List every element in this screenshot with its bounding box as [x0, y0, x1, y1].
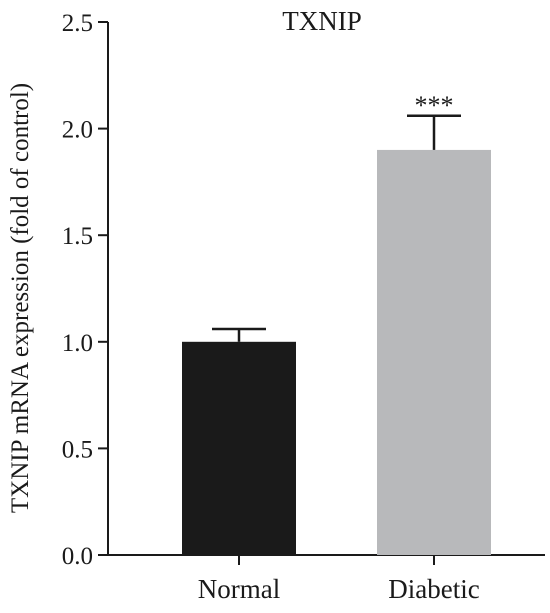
y-tick-label: 2.0 [62, 117, 93, 144]
y-tick-label: 1.0 [62, 330, 93, 357]
y-tick-label: 0.5 [62, 436, 93, 463]
x-tick-label: Normal [198, 574, 280, 604]
bar-diabetic [377, 149, 491, 556]
chart-title: TXNIP [282, 6, 362, 36]
x-axis: Normal Diabetic [108, 554, 545, 604]
bar-normal [182, 341, 296, 555]
x-tick-label: Diabetic [388, 574, 479, 604]
y-axis: 0.0 0.5 1.0 1.5 2.0 2.5 [62, 10, 109, 570]
y-axis-label: TXNIP mRNA expression (fold of control) [7, 83, 34, 513]
significance-mark: *** [415, 91, 454, 120]
bars: *** [182, 91, 491, 556]
y-tick-label: 0.0 [62, 543, 93, 570]
y-tick-label: 2.5 [62, 10, 93, 37]
y-tick-label: 1.5 [62, 223, 93, 250]
